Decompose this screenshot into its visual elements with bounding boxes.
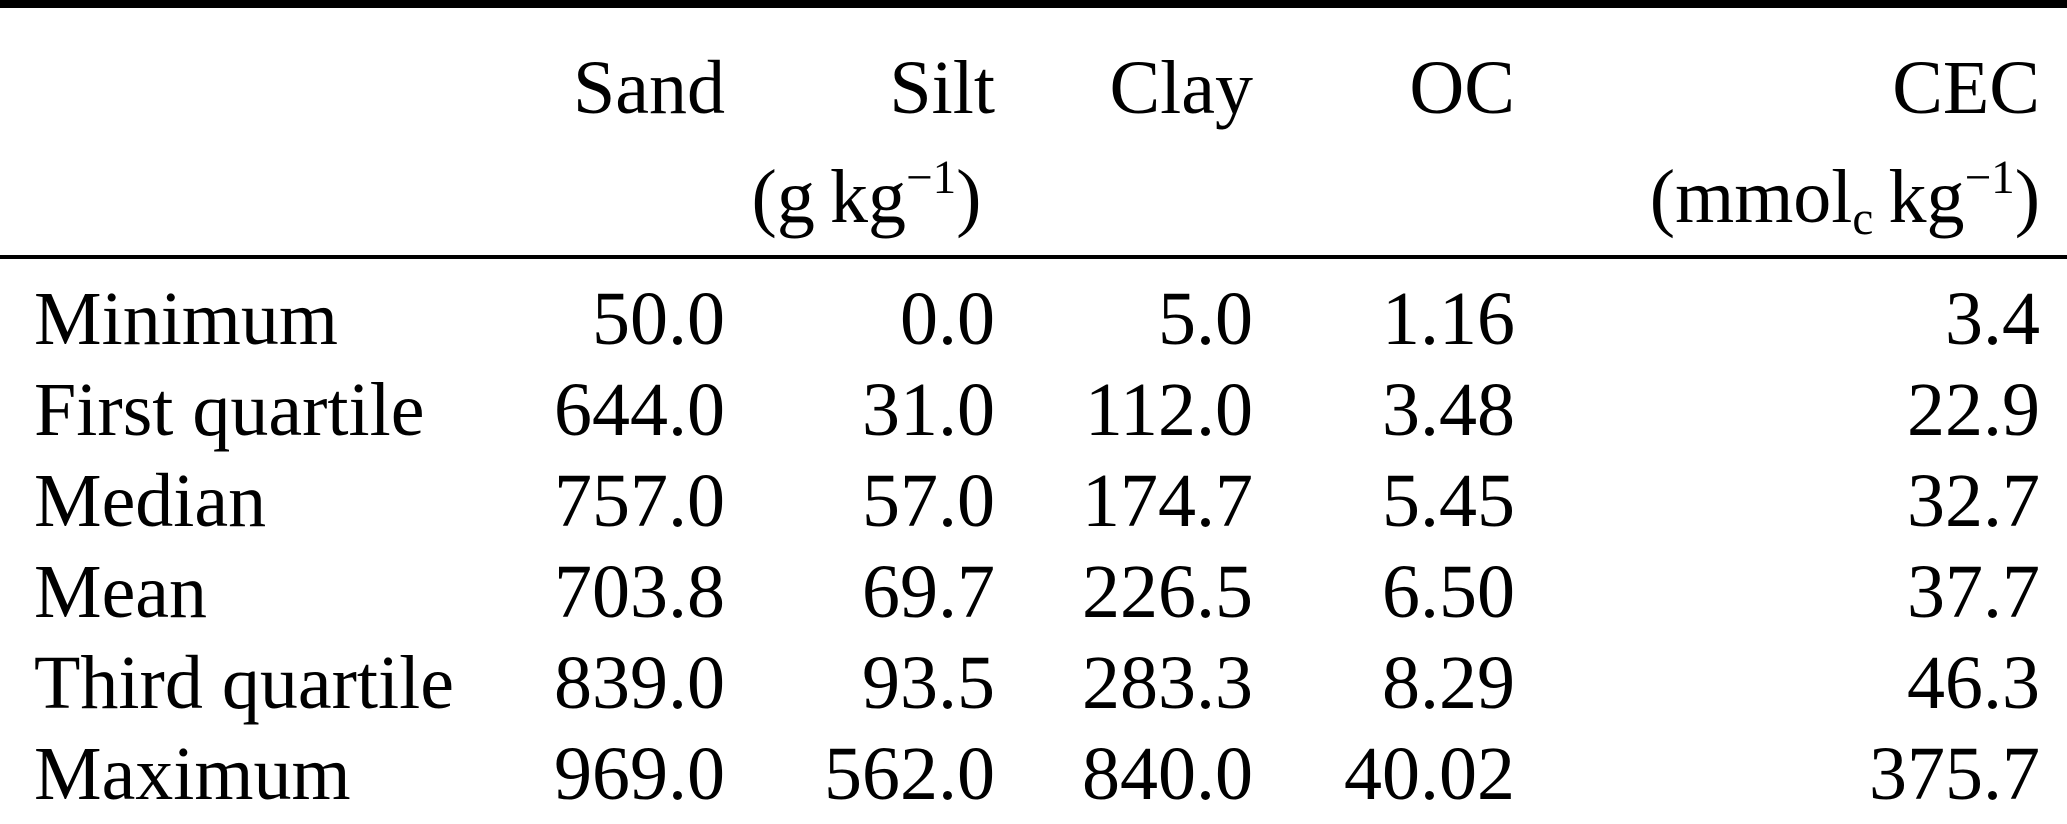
unit-mmolc-per-kg: (mmolc kg−1) [1515,136,2040,259]
row-label: Minimum [34,276,339,361]
value-cell: 6.50 [1382,549,1515,634]
value-cell: 46.3 [1907,640,2040,725]
value-cell: 32.7 [1907,458,2040,543]
value-cell: 93.5 [862,640,995,725]
header-empty-cell [0,8,480,136]
row-label: First quartile [34,367,425,452]
value-cell: 22.9 [1907,367,2040,452]
unit-gkg-text: (g kg [751,155,907,239]
value-cell: 8.29 [1382,640,1515,725]
unit-g-per-kg: (g kg−1) [480,136,1253,259]
unit-gkg-superscript: −1 [906,151,957,204]
value-cell: 31.0 [862,367,995,452]
pad-cell [2040,364,2067,455]
value-cell: 174.7 [1082,458,1253,543]
unit-gkg-close: ) [956,155,982,239]
col-header-sand: Sand [573,46,725,130]
unit-empty-cell [0,136,480,259]
table-row: Third quartile 839.0 93.5 283.3 8.29 46.… [0,637,2067,728]
row-label: Median [34,458,267,543]
value-cell: 757.0 [554,458,725,543]
value-cell: 644.0 [554,367,725,452]
value-cell: 562.0 [824,731,995,816]
col-header-clay: Clay [1109,46,1253,130]
table-row: Maximum 969.0 562.0 840.0 40.02 375.7 [0,728,2067,824]
unit-cec-superscript: −1 [1964,151,2015,204]
header-pad-cell [2040,8,2067,136]
table-row: Mean 703.8 69.7 226.5 6.50 37.7 [0,546,2067,637]
value-cell: 226.5 [1082,549,1253,634]
col-header-silt: Silt [889,46,995,130]
unit-cec-close: ) [2014,155,2040,239]
value-cell: 50.0 [592,276,725,361]
table-row: First quartile 644.0 31.0 112.0 3.48 22.… [0,364,2067,455]
pad-cell [2040,637,2067,728]
table-row: Median 757.0 57.0 174.7 5.45 32.7 [0,455,2067,546]
value-cell: 3.4 [1945,276,2040,361]
value-cell: 57.0 [862,458,995,543]
unit-empty-oc-cell [1253,136,1515,259]
summary-statistics-table: Sand Silt Clay OC CEC (g kg−1) (mmolc kg… [0,8,2067,824]
value-cell: 969.0 [554,731,725,816]
value-cell: 283.3 [1082,640,1253,725]
value-cell: 0.0 [900,276,995,361]
value-cell: 112.0 [1084,367,1253,452]
pad-cell [2040,455,2067,546]
unit-cec-subscript: c [1852,192,1874,245]
value-cell: 5.0 [1158,276,1253,361]
header-row-columns: Sand Silt Clay OC CEC [0,8,2067,136]
value-cell: 5.45 [1382,458,1515,543]
value-cell: 375.7 [1869,731,2040,816]
top-rule [0,0,2067,8]
value-cell: 40.02 [1344,731,1515,816]
value-cell: 703.8 [554,549,725,634]
table-header: Sand Silt Clay OC CEC (g kg−1) (mmolc kg… [0,8,2067,259]
value-cell: 69.7 [862,549,995,634]
unit-cec-mid: kg [1873,155,1965,239]
value-cell: 840.0 [1082,731,1253,816]
header-row-units: (g kg−1) (mmolc kg−1) [0,136,2067,259]
row-label: Maximum [34,731,351,816]
table-row: Minimum 50.0 0.0 5.0 1.16 3.4 [0,257,2067,364]
unit-cec-text: (mmol [1649,155,1853,239]
pad-cell [2040,546,2067,637]
pad-cell [2040,257,2067,364]
value-cell: 1.16 [1382,276,1515,361]
row-label: Third quartile [34,640,454,725]
pad-cell [2040,728,2067,824]
col-header-oc: OC [1409,46,1515,130]
value-cell: 3.48 [1382,367,1515,452]
row-label: Mean [34,549,208,634]
table-body: Minimum 50.0 0.0 5.0 1.16 3.4 First quar… [0,257,2067,824]
value-cell: 37.7 [1907,549,2040,634]
unit-pad-cell [2040,136,2067,259]
col-header-cec: CEC [1892,46,2040,130]
value-cell: 839.0 [554,640,725,725]
